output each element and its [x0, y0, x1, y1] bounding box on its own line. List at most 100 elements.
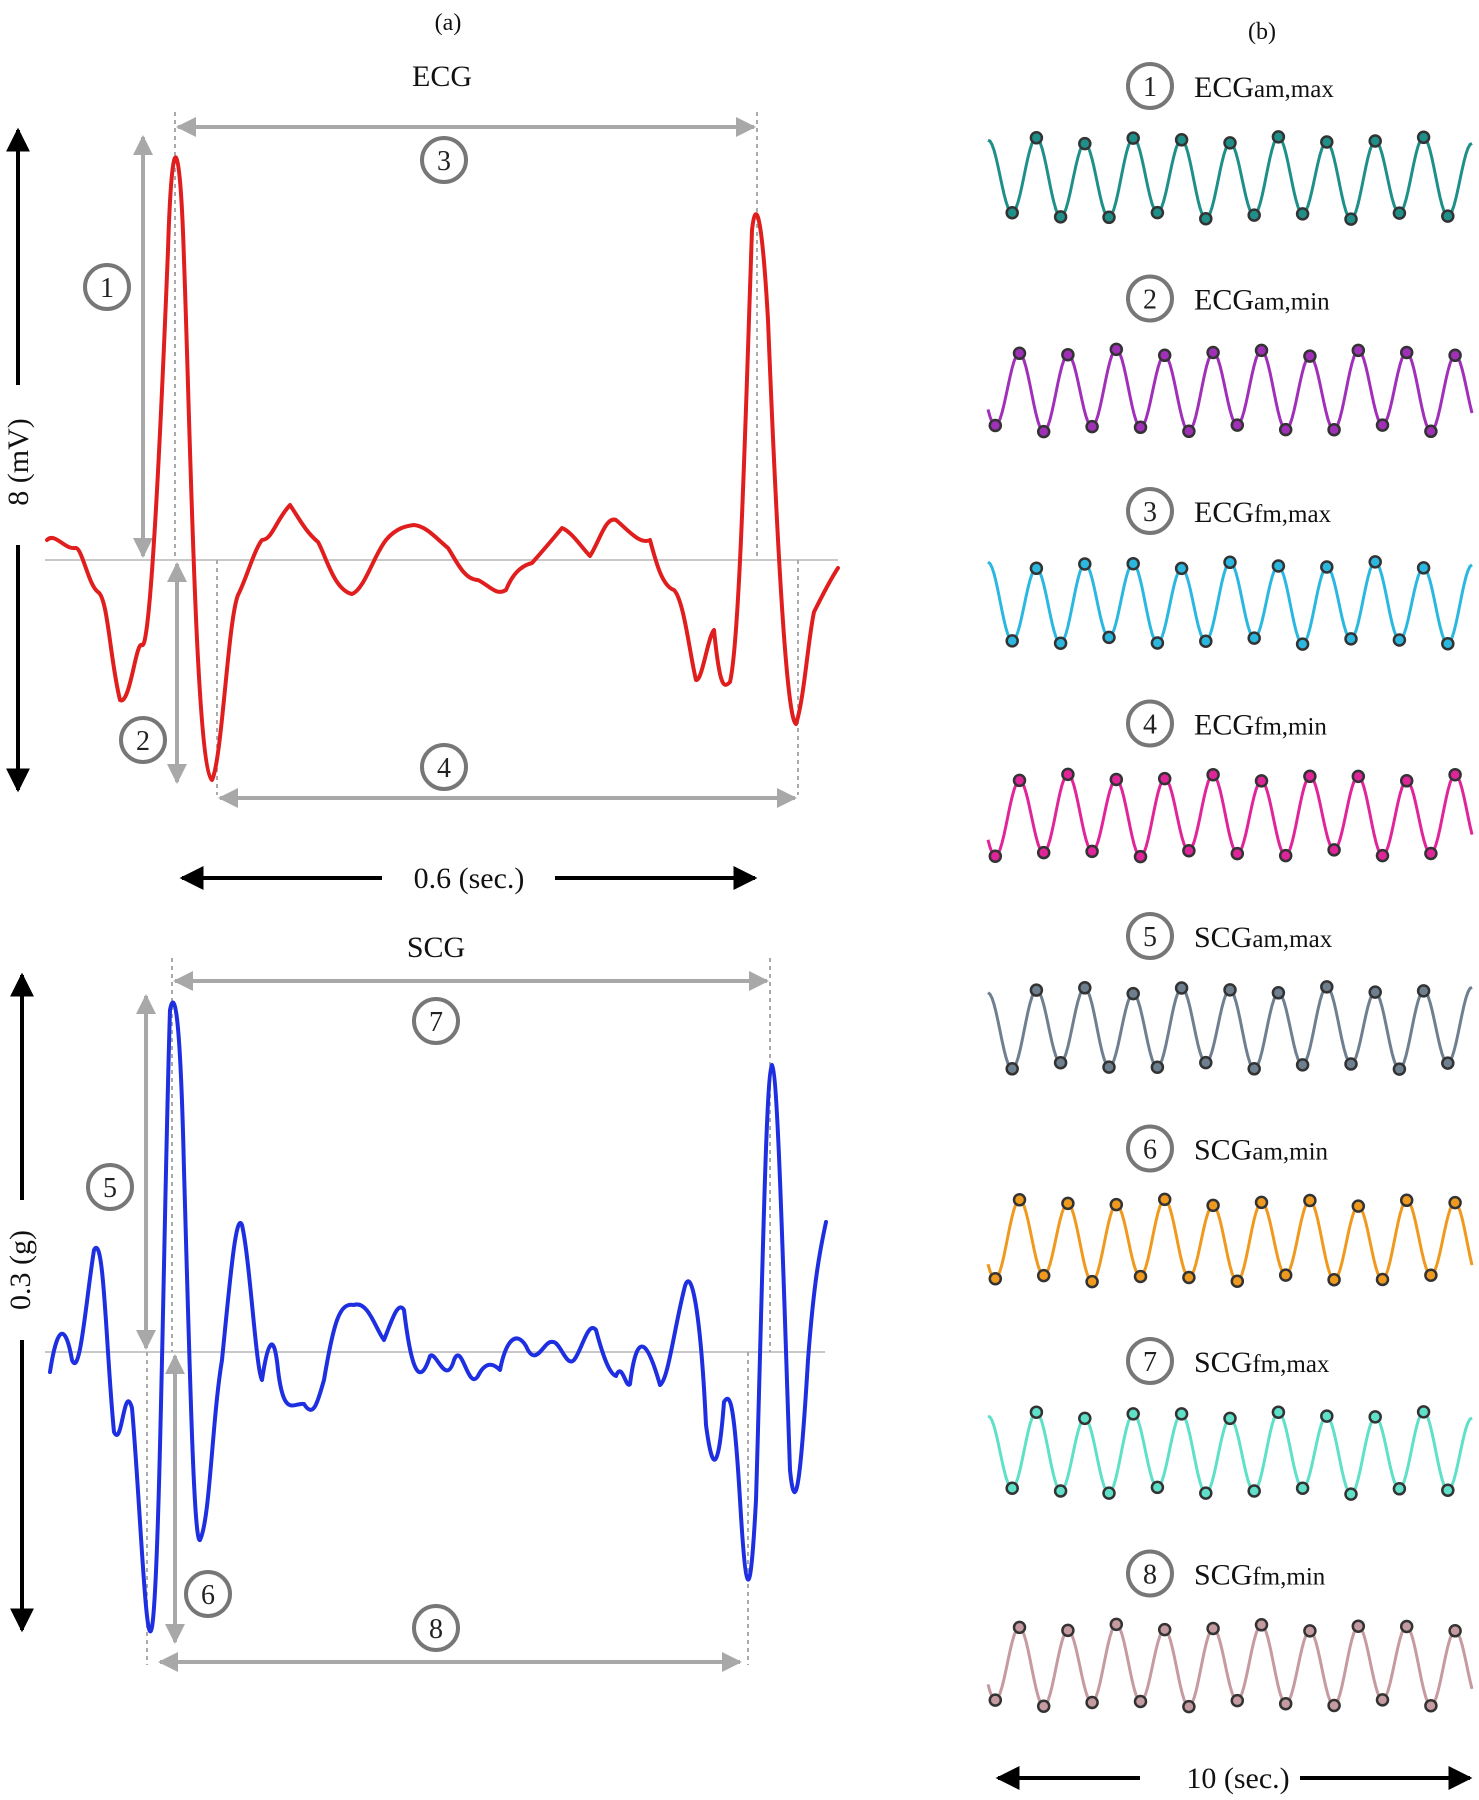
feature-7-label: SCGfm,max — [1194, 1346, 1330, 1379]
feature-4-peak-point-4 — [1206, 767, 1220, 782]
panel-b-time-scale: 10 (sec.) — [1186, 1762, 1289, 1795]
feature-6-trace — [986, 1197, 1474, 1284]
feature-2-valley-point-4 — [1182, 424, 1196, 439]
feature-6-peak-point-7 — [1351, 1199, 1366, 1213]
feature-8-valley-point-0 — [988, 1693, 1003, 1707]
feature-5-valley-point-1 — [1053, 1055, 1068, 1070]
feature-6-valley-point-8 — [1375, 1272, 1390, 1287]
feature-5-peak-point-0 — [1029, 983, 1044, 997]
feature-2-valley-point-1 — [1036, 424, 1051, 439]
feature-7-valley-point-1 — [1053, 1484, 1068, 1498]
feature-7-valley-point-7 — [1344, 1487, 1358, 1501]
feature-7-valley-point-0 — [1005, 1481, 1019, 1495]
feature-1-number: 1 — [1143, 72, 1157, 103]
feature-5-label: SCGam,max — [1194, 921, 1333, 954]
panel-a-label: (a) — [435, 10, 462, 36]
feature-6-label: SCGam,min — [1194, 1134, 1329, 1167]
feature-3-valley-point-7 — [1344, 632, 1358, 646]
ecg-waveform — [45, 155, 840, 782]
feature-3-valley-point-5 — [1247, 631, 1261, 645]
feature-5-valley-point-6 — [1295, 1058, 1310, 1072]
scg-amplitude-scale: 0.3 (g) — [4, 1230, 37, 1310]
ecg-marker-2-number: 2 — [136, 726, 150, 757]
feature-4-peak-point-2 — [1109, 772, 1124, 787]
ecg-marker-1: 1 — [83, 263, 131, 311]
feature-8-valley-point-8 — [1375, 1693, 1390, 1707]
feature-1-peak-point-6 — [1320, 135, 1334, 149]
feature-2-valley-point-6 — [1278, 422, 1293, 437]
feature-8-number: 8 — [1143, 1560, 1157, 1591]
feature-5-valley-point-2 — [1102, 1060, 1116, 1074]
feature-1-peak-point-1 — [1078, 136, 1092, 151]
feature-1-valley-point-4 — [1199, 211, 1213, 226]
feature-3-valley-point-4 — [1199, 634, 1213, 648]
ecg-marker-1-number: 1 — [100, 273, 114, 304]
feature-1-peak-point-8 — [1416, 130, 1431, 145]
feature-7-peak-point-5 — [1271, 1405, 1286, 1419]
scg-marker-7-number: 7 — [429, 1007, 443, 1038]
feature-4-peak-point-7 — [1351, 769, 1366, 784]
feature-1-valley-point-8 — [1392, 206, 1407, 220]
feature-1-valley-point-1 — [1053, 210, 1068, 224]
feature-8-valley-point-6 — [1278, 1696, 1293, 1711]
feature-row-4: 4 ECGfm,min — [986, 699, 1474, 864]
feature-1-valley-point-5 — [1247, 208, 1261, 222]
feature-3-badge — [1126, 487, 1174, 535]
feature-1-label: ECGam,max — [1194, 71, 1334, 104]
feature-2-peak-point-4 — [1206, 345, 1220, 360]
feature-8-peak-point-1 — [1061, 1623, 1075, 1638]
feature-7-valley-point-6 — [1295, 1481, 1310, 1495]
feature-1-badge — [1126, 62, 1174, 110]
feature-1-peak-point-3 — [1174, 133, 1189, 147]
feature-5-peak-point-5 — [1271, 986, 1286, 1000]
feature-6-peak-point-6 — [1303, 1193, 1317, 1208]
feature-6-peak-point-5 — [1254, 1195, 1269, 1210]
feature-2-valley-point-9 — [1424, 424, 1438, 439]
feature-3-valley-point-0 — [1005, 634, 1019, 648]
feature-4-peak-point-5 — [1254, 774, 1269, 788]
feature-3-valley-point-9 — [1441, 636, 1455, 651]
feature-4-peak-point-6 — [1303, 769, 1317, 784]
feature-3-peak-point-3 — [1174, 561, 1189, 576]
feature-3-number: 3 — [1143, 497, 1157, 528]
feature-5-valley-point-8 — [1392, 1062, 1407, 1076]
feature-1-peak-point-5 — [1271, 130, 1286, 144]
feature-3-peak-point-1 — [1078, 557, 1092, 571]
feature-row-6: 6 SCGam,min — [986, 1124, 1474, 1289]
scg-plot: SCG 0.3 (g) 5 6 7 — [4, 931, 828, 1672]
ecg-marker-3-number: 3 — [437, 146, 451, 177]
feature-1-valley-point-7 — [1344, 212, 1358, 226]
feature-5-valley-point-7 — [1344, 1057, 1358, 1071]
ecg-plot: ECG 8 (mV) 1 — [2, 60, 840, 895]
feature-2-peak-point-8 — [1399, 345, 1414, 360]
feature-3-peak-point-5 — [1271, 559, 1286, 573]
feature-6-badge — [1126, 1124, 1174, 1173]
feature-6-peak-point-4 — [1206, 1198, 1220, 1213]
feature-3-peak-point-4 — [1223, 555, 1237, 570]
feature-2-valley-point-0 — [988, 418, 1003, 433]
feature-1-valley-point-6 — [1295, 207, 1310, 221]
scg-title: SCG — [407, 931, 465, 964]
feature-4-valley-point-5 — [1230, 846, 1245, 861]
feature-3-peak-point-6 — [1320, 560, 1334, 574]
feature-2-valley-point-5 — [1230, 418, 1245, 432]
feature-3-label: ECGfm,max — [1194, 496, 1332, 529]
feature-5-peak-point-1 — [1078, 981, 1092, 995]
feature-5-peak-point-4 — [1223, 983, 1237, 997]
feature-7-valley-point-9 — [1441, 1483, 1455, 1497]
feature-3-peak-point-0 — [1029, 561, 1044, 576]
feature-2-label: ECGam,min — [1194, 284, 1330, 317]
feature-2-peak-point-9 — [1448, 348, 1462, 363]
feature-6-valley-point-4 — [1182, 1270, 1196, 1285]
feature-8-peak-point-6 — [1303, 1624, 1317, 1638]
feature-4-valley-point-2 — [1085, 844, 1099, 859]
feature-7-peak-point-0 — [1029, 1405, 1044, 1419]
feature-8-label: SCGfm,min — [1194, 1559, 1326, 1592]
feature-4-trace — [986, 772, 1474, 859]
ecg-amplitude-scale: 8 (mV) — [2, 418, 35, 505]
feature-1-valley-point-9 — [1441, 209, 1455, 223]
scg-marker-5: 5 — [86, 1163, 134, 1211]
feature-6-valley-point-2 — [1085, 1274, 1099, 1289]
scg-marker-6-number: 6 — [201, 1580, 215, 1611]
feature-8-peak-point-7 — [1351, 1619, 1366, 1633]
